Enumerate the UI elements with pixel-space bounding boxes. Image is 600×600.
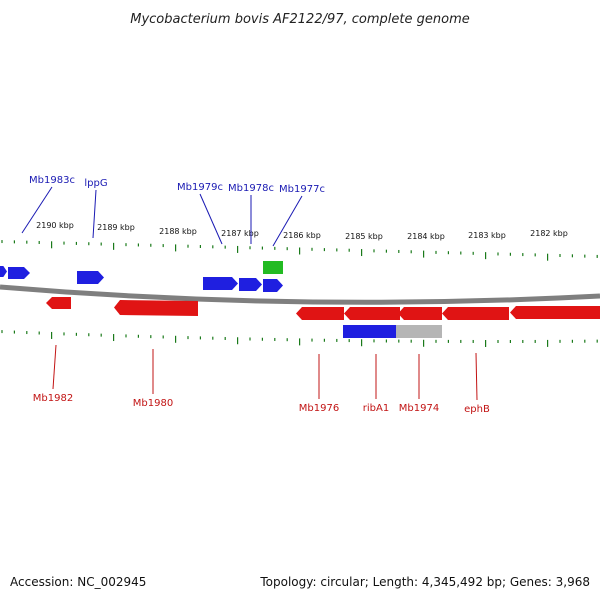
gene-labels: Mb1983c lppG Mb1979c Mb1978c Mb1977c Mb1982 Mb… (29, 175, 490, 415)
reverse-gene-arrow[interactable] (46, 297, 71, 309)
reverse-gene-arrow[interactable] (442, 307, 509, 320)
scale-label: 2186 kbp (283, 231, 321, 240)
leader-line (21, 186, 53, 234)
gene-label[interactable]: Mb1977c (279, 184, 325, 195)
gene-label[interactable]: ephB (464, 404, 490, 415)
reverse-gene-arrow[interactable] (510, 306, 600, 319)
forward-gene-arrow[interactable] (263, 279, 283, 292)
scale-label: 2189 kbp (97, 223, 135, 232)
scale-label: 2188 kbp (159, 227, 197, 236)
map-title: Mycobacterium bovis AF2122/97, complete … (130, 12, 469, 27)
scale-label: 2182 kbp (530, 229, 568, 238)
forward-gene-arrow[interactable] (239, 278, 262, 291)
forward-gene-arrow[interactable] (0, 266, 7, 277)
reverse-gene-arrow[interactable] (398, 307, 442, 320)
label-leader-lines (21, 186, 478, 401)
leader-line (199, 193, 223, 245)
gene-label[interactable]: lppG (84, 178, 107, 189)
feature-track (0, 261, 600, 338)
reverse-gene-arrow[interactable] (114, 300, 198, 316)
leader-line (272, 195, 303, 247)
rna-feature[interactable] (263, 261, 283, 274)
scale-label: 2183 kbp (468, 231, 506, 240)
scale-label: 2187 kbp (221, 229, 259, 238)
gene-label[interactable]: Mb1979c (177, 182, 223, 193)
forward-gene-arrow[interactable] (8, 267, 30, 279)
leader-line (92, 189, 97, 239)
genome-info-text: Topology: circular; Length: 4,345,492 bp… (259, 575, 590, 589)
accession-text: Accession: NC_002945 (10, 575, 146, 589)
gene-label[interactable]: Mb1983c (29, 175, 75, 186)
gene-label[interactable]: Mb1978c (228, 183, 274, 194)
gene-region-bar[interactable] (396, 325, 442, 338)
forward-gene-arrow[interactable] (203, 277, 238, 290)
gene-label[interactable]: Mb1982 (33, 393, 73, 404)
scale-label: 2185 kbp (345, 232, 383, 241)
forward-gene-bar[interactable] (343, 325, 396, 338)
leader-line (52, 344, 57, 390)
scale-label: 2184 kbp (407, 232, 445, 241)
reverse-gene-arrow[interactable] (296, 307, 344, 320)
leader-line (475, 352, 478, 401)
gene-label[interactable]: Mb1974 (399, 403, 439, 414)
reverse-gene-arrow[interactable] (344, 307, 400, 320)
outer-tick-track (1, 240, 598, 261)
gene-label[interactable]: Mb1980 (133, 398, 173, 409)
gene-label[interactable]: Mb1976 (299, 403, 339, 414)
scale-label: 2190 kbp (36, 221, 74, 230)
gene-label[interactable]: ribA1 (363, 403, 389, 414)
forward-gene-arrow[interactable] (77, 271, 104, 284)
inner-tick-track (1, 330, 598, 347)
genome-backbone (0, 284, 600, 305)
scale-labels: 2190 kbp 2189 kbp 2188 kbp 2187 kbp 2186 kbp… (36, 221, 568, 241)
